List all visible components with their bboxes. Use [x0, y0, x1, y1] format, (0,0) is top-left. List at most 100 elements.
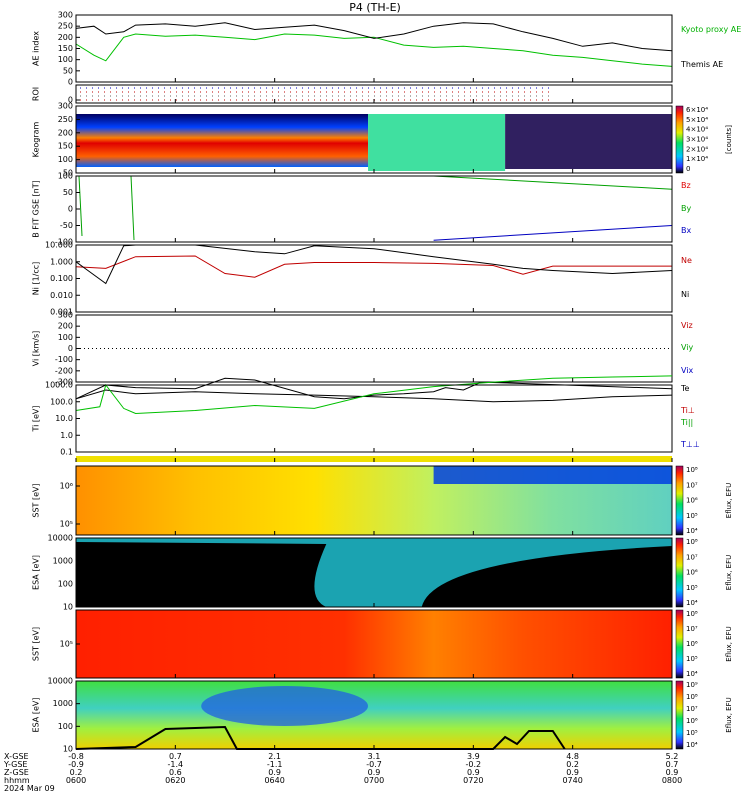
keogram-colorbar-unit: [counts]: [725, 125, 733, 154]
tiperp-line: [75, 377, 673, 400]
esa-ion-colorbar-label-2: 10⁶: [686, 569, 698, 577]
footer-tick-t-6: 0800: [661, 776, 683, 785]
sst-ion-colorbar-label-4: 10⁴: [686, 527, 698, 535]
esa-ion-colorbar-label-1: 10⁷: [686, 553, 698, 561]
ae-tick-4: 200: [58, 33, 73, 42]
esa-electron-colorbar-unit: Eflux, EFU: [725, 697, 733, 732]
sst-electron-colorbar-label-3: 10⁵: [686, 655, 698, 663]
footer-tick-t-4: 0720: [463, 776, 484, 785]
ae-tick-1: 50: [63, 66, 73, 75]
keogram-colorbar-label-6: 0: [686, 165, 690, 173]
velocity-axis-title: Vi [km/s]: [32, 331, 41, 367]
footer-tick-y-3: -0.7: [366, 760, 382, 769]
velocity-tick-1: -200: [55, 366, 73, 375]
esa-electron-colorbar-label-1: 10⁸: [686, 693, 698, 701]
density-tick-1: 0.010: [50, 291, 73, 300]
density-panel-frame: [75, 244, 673, 313]
esa-electron-tick-1: 100: [58, 722, 73, 731]
b-tick-0: -100: [55, 238, 73, 247]
footer-tick-t-3: 0700: [363, 776, 385, 785]
legend-vix: Vix: [681, 366, 694, 375]
keogram-colorbar-label-5: 1×10⁴: [686, 155, 708, 163]
ae-tick-3: 150: [58, 44, 73, 53]
ae-tick-6: 300: [58, 11, 73, 20]
keogram-image-mid: [368, 114, 506, 171]
keogram-tick-3: 200: [58, 128, 73, 137]
esa-ion-tick-3: 10000: [48, 534, 73, 543]
footer-tick-z-2: 0.9: [268, 768, 282, 777]
sst-electron-colorbar-label-1: 10⁷: [686, 625, 698, 633]
temperature-tick-4: 1000.0: [45, 381, 73, 390]
esa-electron-axis-title: ESA [eV]: [32, 698, 41, 733]
b-tick-4: 100: [58, 172, 73, 181]
legend-ni: Ni: [681, 290, 690, 299]
temperature-axis-title: Ti [eV]: [32, 405, 41, 432]
sst-electron-colorbar: [675, 609, 684, 679]
temperature-tick-1: 1.0: [60, 431, 73, 440]
esa-ion-tick-1: 100: [58, 580, 73, 589]
keogram-tick-5: 300: [58, 102, 73, 111]
ae-panel-frame: [75, 14, 673, 83]
legend-bx: Bx: [681, 226, 692, 235]
sst-ion-tick-0: 10⁶: [60, 482, 73, 491]
velocity-tick-4: 100: [58, 333, 73, 342]
b-tick-2: 0: [68, 205, 73, 214]
keogram-colorbar: [675, 105, 684, 174]
keogram-colorbar-label-4: 2×10⁴: [686, 145, 708, 153]
velocity-tick-3: 0: [68, 344, 73, 353]
legend-tiperp: Ti⊥: [681, 406, 695, 415]
ae-tick-0: 0: [68, 78, 73, 87]
footer-tick-t-2: 0640: [264, 776, 285, 785]
sst-electron-colorbar-label-2: 10⁶: [686, 640, 698, 648]
temperature-tick-2: 10.0: [55, 414, 73, 423]
b-tick-1: -50: [60, 221, 73, 230]
legend-tipar: Ti||: [681, 418, 694, 427]
footer-tick-t-5: 0740: [562, 776, 583, 785]
esa-electron-tick-2: 1000: [53, 699, 73, 708]
keogram-colorbar-label-2: 4×10⁴: [686, 126, 708, 134]
sst-ion-colorbar-label-0: 10⁸: [686, 466, 698, 474]
ae-axis-title: AE index: [32, 31, 41, 66]
keogram-tick-2: 150: [58, 142, 73, 151]
footer-tick-t-1: 0620: [165, 776, 186, 785]
esa-ion-colorbar-label-4: 10⁴: [686, 599, 698, 607]
sst-ion-high-energy-band: [433, 466, 672, 484]
legend-kyoto: Kyoto proxy AE: [681, 25, 742, 34]
footer-date-label: 2024 Mar 09: [4, 784, 55, 793]
legend-bz: Bz: [681, 181, 691, 190]
sst-ion-colorbar-label-3: 10⁵: [686, 512, 698, 520]
themis-ae-line: [75, 22, 673, 52]
sst-ion-tick-1: 10⁵: [60, 520, 73, 529]
esa-ion-plasma-region: [76, 538, 672, 607]
footer-tick-x-3: 3.1: [367, 752, 381, 761]
footer-tick-y-1: -1.4: [167, 760, 184, 769]
footer-tick-t-0: 0600: [65, 776, 87, 785]
footer-xgse-label: X-GSE: [4, 752, 29, 761]
legend-te: Te: [681, 384, 690, 393]
keogram-tick-0: 50: [63, 169, 73, 178]
footer-tick-z-0: 0.2: [69, 768, 83, 777]
b-axis-title: B FIT GSE [nT]: [32, 180, 41, 238]
esa-electron-colorbar-label-5: 10⁴: [686, 741, 698, 749]
legend-tll: T⊥⊥: [681, 440, 700, 449]
sst-ion-colorbar-unit: Eflux, EFU: [725, 483, 733, 518]
sst-ion-colorbar: [675, 465, 684, 536]
ae-tick-2: 100: [58, 55, 73, 64]
esa-ion-colorbar-unit: Eflux, EFU: [725, 555, 733, 590]
velocity-panel-frame: [75, 314, 673, 383]
sst-electron-colorbar-unit: Eflux, EFU: [725, 626, 733, 661]
esa-ion-axis-title: ESA [eV]: [32, 555, 41, 590]
footer-hhmm-label: hhmm: [4, 776, 30, 785]
by-early-spike-1: [78, 175, 83, 237]
footer-zgse-label: Z-GSE: [4, 768, 29, 777]
footer-tick-y-6: 0.7: [665, 760, 679, 769]
keogram-axis-title: Keogram: [32, 121, 41, 157]
velocity-tick-5: 200: [58, 322, 73, 331]
ne-line: [75, 255, 672, 278]
by-early-spike-2: [130, 175, 135, 241]
kyoto-ae-line: [75, 33, 673, 67]
bx-line: [433, 225, 673, 241]
esa-ion-tick-2: 1000: [53, 557, 73, 566]
keogram-image-left: [76, 114, 369, 167]
